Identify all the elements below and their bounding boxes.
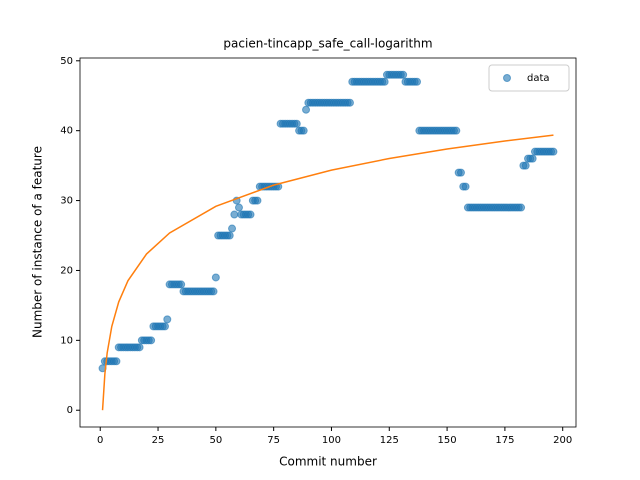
data-point [211,273,220,282]
data-point [461,182,470,191]
data-point [135,343,144,352]
data-point [230,210,239,219]
legend-label: data [527,73,550,84]
data-point [209,287,218,296]
data-point [163,315,172,324]
data-point [380,77,389,86]
plot-frame [79,57,577,428]
data-point [292,119,301,128]
data-point [246,210,255,219]
data-point [112,357,121,366]
data-point [299,126,308,135]
data-point [228,224,237,233]
y-tick-label: 10 [60,335,73,346]
x-tick-label: 200 [553,435,572,446]
legend-marker [503,74,511,82]
data-point [452,126,461,135]
y-axis-label: Number of instance of a feature [31,146,45,338]
data-point [413,77,422,86]
y-tick-label: 20 [60,265,73,276]
chart-title: pacien-tincapp_safe_call-logarithm [223,37,432,51]
x-tick-label: 125 [380,435,399,446]
data-point [147,336,156,345]
data-point [160,322,169,331]
data-point [517,203,526,212]
data-point [528,154,537,163]
x-tick-label: 25 [152,435,165,446]
data-point [549,147,558,156]
y-tick-label: 30 [60,196,73,207]
data-point [253,196,262,205]
x-tick-label: 0 [97,435,103,446]
data-point [234,203,243,212]
data-point [177,280,186,289]
x-axis-label: Commit number [279,455,377,469]
data-point [225,231,234,240]
y-tick-label: 50 [60,56,73,67]
y-tick-label: 0 [67,405,73,416]
x-tick-label: 175 [495,435,514,446]
x-tick-label: 75 [267,435,280,446]
data-point [456,168,465,177]
x-tick-label: 50 [209,435,222,446]
legend-box [488,64,570,92]
data-point [345,98,354,107]
fit-line [101,134,554,411]
x-tick-label: 100 [322,435,341,446]
data-point [521,161,530,170]
y-tick-label: 40 [60,126,73,137]
x-tick-label: 150 [438,435,457,446]
data-point [399,70,408,79]
data-point [302,105,311,114]
